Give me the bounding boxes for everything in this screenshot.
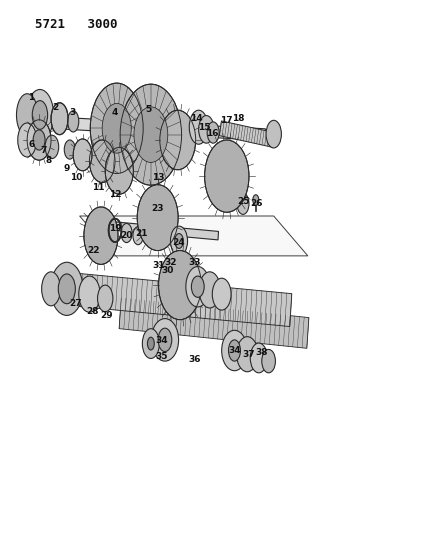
Text: 25: 25 <box>238 197 250 206</box>
Ellipse shape <box>45 135 59 159</box>
Text: 36: 36 <box>189 355 201 364</box>
Ellipse shape <box>89 140 115 182</box>
Ellipse shape <box>42 272 60 306</box>
Polygon shape <box>103 221 219 240</box>
Text: 34: 34 <box>156 336 168 345</box>
Ellipse shape <box>253 195 259 205</box>
Text: 33: 33 <box>189 258 201 266</box>
Text: 7: 7 <box>40 146 47 155</box>
Text: 5: 5 <box>145 105 151 114</box>
Polygon shape <box>27 102 40 128</box>
Text: 28: 28 <box>86 307 99 316</box>
Ellipse shape <box>158 328 172 352</box>
Ellipse shape <box>90 83 143 173</box>
Ellipse shape <box>175 233 183 248</box>
Polygon shape <box>220 121 275 147</box>
Ellipse shape <box>32 101 48 130</box>
Ellipse shape <box>26 90 54 141</box>
Ellipse shape <box>143 329 159 359</box>
Text: 30: 30 <box>162 266 174 275</box>
Ellipse shape <box>68 111 79 132</box>
Ellipse shape <box>17 94 38 136</box>
Ellipse shape <box>222 330 247 370</box>
Text: 37: 37 <box>243 350 255 359</box>
Ellipse shape <box>160 110 196 169</box>
Polygon shape <box>119 298 309 348</box>
Ellipse shape <box>189 110 208 144</box>
Text: 29: 29 <box>100 311 113 320</box>
Ellipse shape <box>79 276 100 312</box>
Ellipse shape <box>33 130 45 150</box>
Text: 10: 10 <box>71 173 83 182</box>
Text: 14: 14 <box>190 114 202 123</box>
Ellipse shape <box>134 107 168 163</box>
Ellipse shape <box>64 140 75 159</box>
Ellipse shape <box>191 276 204 297</box>
Text: 18: 18 <box>232 114 245 123</box>
Ellipse shape <box>148 337 154 350</box>
Text: 6: 6 <box>28 140 35 149</box>
Text: 31: 31 <box>152 261 165 270</box>
Text: 2: 2 <box>52 102 59 111</box>
Ellipse shape <box>250 343 268 373</box>
Text: 11: 11 <box>92 183 104 192</box>
Ellipse shape <box>105 148 134 194</box>
Ellipse shape <box>186 266 210 307</box>
Ellipse shape <box>133 227 143 245</box>
Text: 38: 38 <box>256 348 268 357</box>
Ellipse shape <box>18 123 36 157</box>
Ellipse shape <box>51 262 83 316</box>
Text: 4: 4 <box>112 108 118 117</box>
Text: 9: 9 <box>64 164 70 173</box>
Text: 13: 13 <box>152 173 165 182</box>
Ellipse shape <box>229 340 241 361</box>
Ellipse shape <box>237 193 249 214</box>
Text: 1: 1 <box>28 93 35 102</box>
Ellipse shape <box>207 122 219 143</box>
Ellipse shape <box>158 251 201 320</box>
Text: 19: 19 <box>109 224 122 233</box>
Ellipse shape <box>266 120 281 148</box>
Ellipse shape <box>205 140 249 212</box>
Text: 23: 23 <box>152 204 164 213</box>
Polygon shape <box>39 116 265 141</box>
Text: 17: 17 <box>220 116 233 125</box>
Ellipse shape <box>58 274 75 304</box>
Text: 22: 22 <box>87 246 100 255</box>
Ellipse shape <box>84 207 118 264</box>
Text: 34: 34 <box>228 346 241 355</box>
Text: 26: 26 <box>250 199 263 208</box>
Text: 5721   3000: 5721 3000 <box>35 18 117 31</box>
Ellipse shape <box>199 272 220 308</box>
Text: 3: 3 <box>69 108 75 117</box>
Text: 27: 27 <box>69 299 82 308</box>
Text: 35: 35 <box>156 352 168 361</box>
Ellipse shape <box>51 103 68 135</box>
Ellipse shape <box>151 319 178 361</box>
Ellipse shape <box>199 116 214 143</box>
Ellipse shape <box>262 350 276 373</box>
Polygon shape <box>80 216 308 256</box>
Ellipse shape <box>212 278 231 310</box>
Ellipse shape <box>170 226 187 256</box>
Ellipse shape <box>73 139 92 171</box>
Text: 16: 16 <box>205 129 218 138</box>
Polygon shape <box>51 278 67 300</box>
Ellipse shape <box>102 103 131 153</box>
Text: 32: 32 <box>164 258 177 266</box>
Text: 20: 20 <box>120 231 133 240</box>
Text: 8: 8 <box>45 156 52 165</box>
Polygon shape <box>150 332 168 355</box>
Ellipse shape <box>137 184 178 251</box>
Text: 24: 24 <box>173 238 185 247</box>
Ellipse shape <box>98 285 113 312</box>
Text: 15: 15 <box>198 123 211 132</box>
Text: 12: 12 <box>109 190 121 199</box>
Ellipse shape <box>237 337 258 372</box>
Polygon shape <box>66 272 292 327</box>
Ellipse shape <box>121 223 132 243</box>
Ellipse shape <box>120 84 181 185</box>
Ellipse shape <box>27 120 51 160</box>
Text: 21: 21 <box>135 229 148 238</box>
